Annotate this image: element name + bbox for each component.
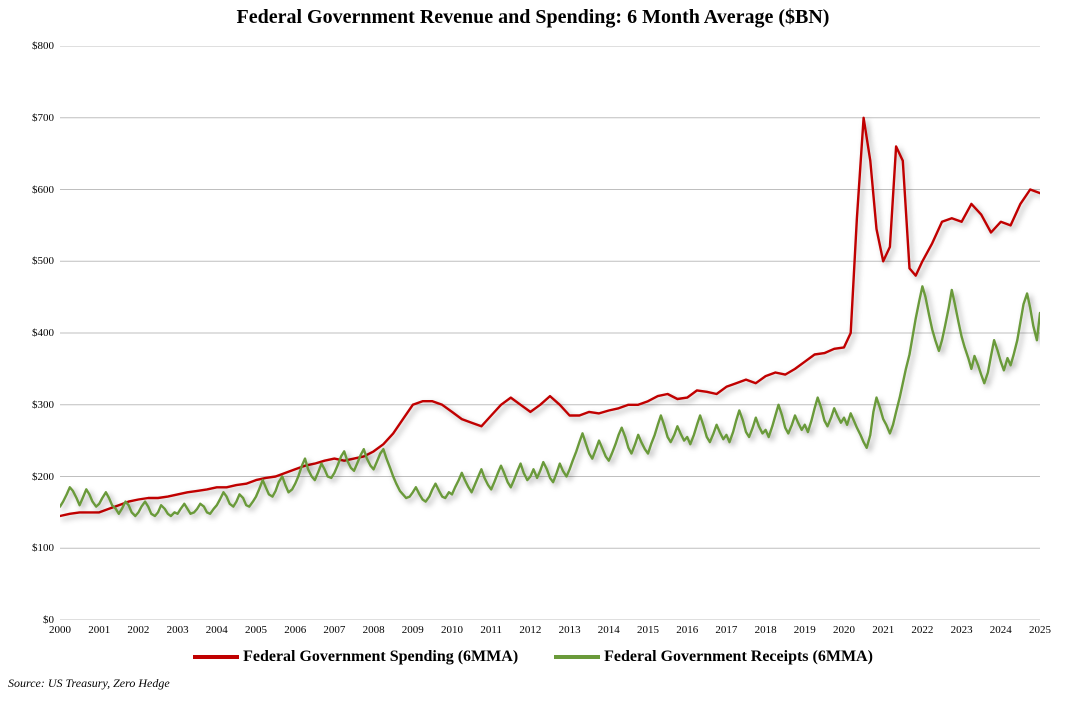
x-tick-label: 2024 bbox=[990, 620, 1012, 636]
x-tick-label: 2002 bbox=[127, 620, 149, 636]
legend-label: Federal Government Receipts (6MMA) bbox=[604, 648, 873, 665]
x-tick-label: 2023 bbox=[951, 620, 973, 636]
y-tick-label: $400 bbox=[32, 327, 60, 339]
y-tick-label: $600 bbox=[32, 184, 60, 196]
series-line bbox=[60, 118, 1040, 516]
y-tick-label: $500 bbox=[32, 255, 60, 267]
chart-container: Federal Government Revenue and Spending:… bbox=[0, 0, 1066, 707]
legend-swatch bbox=[554, 655, 600, 659]
x-tick-label: 2013 bbox=[559, 620, 581, 636]
x-tick-label: 2025 bbox=[1029, 620, 1051, 636]
x-tick-label: 2006 bbox=[284, 620, 306, 636]
series-line bbox=[60, 286, 1040, 516]
x-tick-label: 2007 bbox=[323, 620, 345, 636]
y-tick-label: $200 bbox=[32, 471, 60, 483]
x-tick-label: 2001 bbox=[88, 620, 110, 636]
x-tick-label: 2018 bbox=[755, 620, 777, 636]
x-tick-label: 2005 bbox=[245, 620, 267, 636]
x-tick-label: 2008 bbox=[363, 620, 385, 636]
chart-title: Federal Government Revenue and Spending:… bbox=[0, 6, 1066, 29]
legend-label: Federal Government Spending (6MMA) bbox=[243, 648, 518, 665]
x-tick-label: 2003 bbox=[167, 620, 189, 636]
y-tick-label: $300 bbox=[32, 399, 60, 411]
y-tick-label: $100 bbox=[32, 542, 60, 554]
x-tick-label: 2010 bbox=[441, 620, 463, 636]
x-tick-label: 2020 bbox=[833, 620, 855, 636]
source-text: Source: US Treasury, Zero Hedge bbox=[8, 676, 170, 691]
x-tick-label: 2014 bbox=[598, 620, 620, 636]
x-tick-label: 2016 bbox=[676, 620, 698, 636]
legend-item: Federal Government Spending (6MMA) bbox=[193, 648, 518, 666]
x-tick-label: 2022 bbox=[911, 620, 933, 636]
legend-swatch bbox=[193, 655, 239, 659]
x-tick-label: 2015 bbox=[637, 620, 659, 636]
x-tick-label: 2009 bbox=[402, 620, 424, 636]
y-tick-label: $800 bbox=[32, 40, 60, 52]
y-tick-label: $700 bbox=[32, 112, 60, 124]
legend: Federal Government Spending (6MMA) Federa… bbox=[0, 648, 1066, 666]
x-tick-label: 2019 bbox=[794, 620, 816, 636]
x-tick-label: 2012 bbox=[519, 620, 541, 636]
x-tick-label: 2017 bbox=[715, 620, 737, 636]
plot-area: $0$100$200$300$400$500$600$700$800200020… bbox=[60, 46, 1040, 620]
x-tick-label: 2004 bbox=[206, 620, 228, 636]
legend-item: Federal Government Receipts (6MMA) bbox=[554, 648, 873, 666]
x-tick-label: 2000 bbox=[49, 620, 71, 636]
x-tick-label: 2021 bbox=[872, 620, 894, 636]
x-tick-label: 2011 bbox=[480, 620, 502, 636]
